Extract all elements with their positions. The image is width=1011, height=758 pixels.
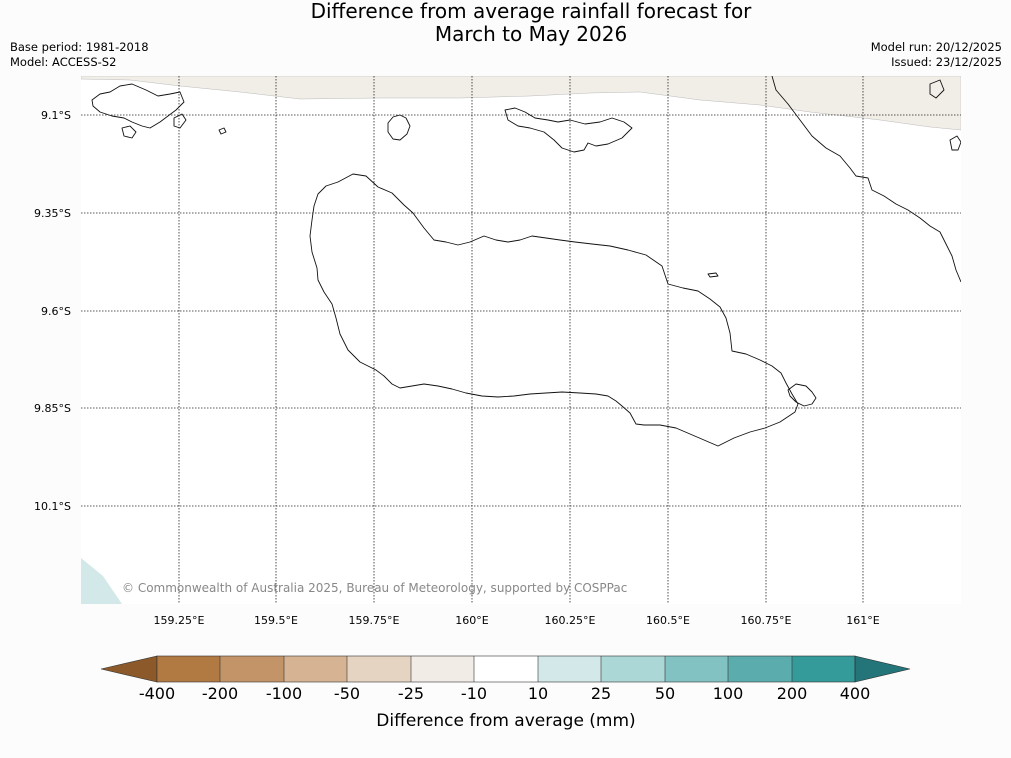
issued-text: Issued: 23/12/2025 [891, 55, 1002, 69]
colorbar-segment [601, 656, 665, 682]
malaita-north-coastline [929, 79, 945, 99]
russell-islands-coastline [91, 83, 185, 129]
colorbar-tick-label: -400 [139, 684, 175, 703]
title-line-1: Difference from average rainfall forecas… [310, 0, 752, 23]
savo-island-coastline [387, 114, 411, 141]
colorbar-title: Difference from average (mm) [376, 711, 635, 731]
colorbar-segment [347, 656, 411, 682]
lat-label: 9.85°S [34, 402, 71, 415]
map-background [81, 76, 961, 604]
colorbar-tick-label: 10 [528, 684, 548, 703]
title-line-2: March to May 2026 [434, 22, 628, 46]
malaita-coastline [771, 76, 961, 283]
lon-label: 160.25°E [545, 614, 596, 627]
colorbar-tick-label: 25 [591, 684, 611, 703]
colorbar-tick-label: -100 [266, 684, 302, 703]
colorbar-segment [665, 656, 728, 682]
west-islet-coastline [121, 125, 137, 139]
colorbar-segment [220, 656, 284, 682]
west-islet-coastline-3 [218, 127, 227, 135]
lon-label: 161°E [846, 614, 879, 627]
colorbar: -400 -200 -100 -50 -25 -10 10 25 50 100 … [100, 655, 911, 731]
meta-right: Model run: 20/12/2025 Issued: 23/12/2025 [871, 40, 1002, 70]
colorbar-segment [284, 656, 347, 682]
lat-label: 9.35°S [34, 207, 71, 220]
lon-label: 160.5°E [646, 614, 690, 627]
coastlines [91, 76, 961, 447]
lon-label: 159.25°E [154, 614, 205, 627]
colorbar-segment [411, 656, 474, 682]
lon-label: 160.75°E [741, 614, 792, 627]
colorbar-segment [474, 656, 538, 682]
model-run-text: Model run: 20/12/2025 [870, 40, 1002, 54]
malaita-islets-coastline [949, 135, 961, 151]
colorbar-ticks: -400 -200 -100 -50 -25 -10 10 25 50 100 … [139, 684, 870, 703]
colorbar-tick-label: -200 [202, 684, 238, 703]
colorbar-outline [156, 655, 856, 683]
lon-label: 160°E [455, 614, 488, 627]
colorbar-tick-label: 50 [655, 684, 675, 703]
lat-label: 9.6°S [41, 305, 71, 318]
colorbar-extend-high [854, 655, 911, 683]
colorbar-tick-label: 100 [713, 684, 744, 703]
model-text: Model: ACCESS-S2 [10, 55, 117, 69]
colorbar-segment [538, 656, 601, 682]
latitude-axis: 9.1°S 9.35°S 9.6°S 9.85°S 10.1°S [34, 109, 71, 513]
graticule [81, 76, 961, 604]
longitude-axis: 159.25°E 159.5°E 159.75°E 160°E 160.25°E… [154, 614, 880, 627]
colorbar-tick-label: -50 [334, 684, 360, 703]
map-title: Difference from average rainfall forecas… [0, 0, 1011, 46]
lon-label: 159.75°E [349, 614, 400, 627]
colorbar-tick-label: -10 [461, 684, 487, 703]
colorbar-segment [157, 656, 220, 682]
dry-anomaly-region [81, 76, 961, 131]
northeast-islet-coastline [787, 383, 817, 407]
florida-islands-coastline [504, 107, 633, 153]
meta-left: Base period: 1981-2018 Model: ACCESS-S2 [10, 40, 149, 70]
lat-label: 10.1°S [34, 500, 71, 513]
lat-label: 9.1°S [41, 109, 71, 122]
west-islet-coastline-2 [173, 113, 187, 129]
colorbar-tick-label: 200 [777, 684, 808, 703]
colorbar-segment [728, 656, 792, 682]
colorbar-extend-low [100, 655, 158, 683]
colorbar-dividers [219, 656, 793, 682]
small-islet-coastline [707, 272, 719, 278]
colorbar-tick-label: -25 [398, 684, 424, 703]
wet-anomaly-region [81, 558, 122, 604]
map-frame [81, 76, 961, 604]
lon-label: 159.5°E [254, 614, 298, 627]
base-period-text: Base period: 1981-2018 [10, 40, 149, 54]
colorbar-tick-label: 400 [840, 684, 871, 703]
guadalcanal-coastline [309, 173, 799, 447]
colorbar-segment [792, 656, 855, 682]
copyright-text: © Commonwealth of Australia 2025, Bureau… [122, 581, 627, 595]
